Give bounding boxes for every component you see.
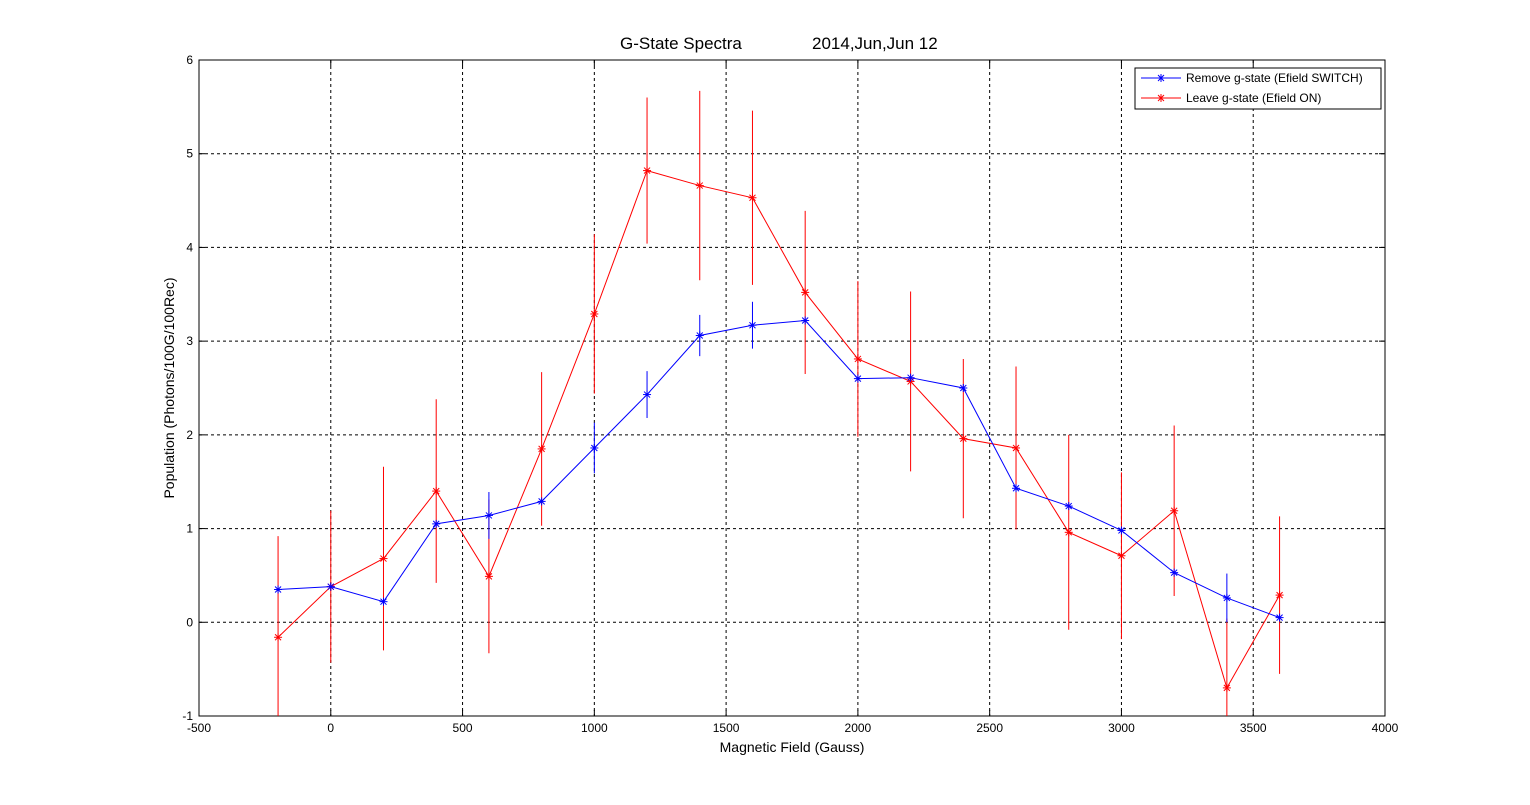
chart-subtitle: 2014,Jun,Jun 12	[812, 34, 938, 53]
x-axis-label: Magnetic Field (Gauss)	[720, 739, 865, 755]
data-point	[590, 443, 599, 452]
x-tick-label: 0	[327, 721, 334, 735]
x-tick-label: 3500	[1240, 721, 1267, 735]
data-point	[1275, 613, 1284, 622]
data-point	[432, 487, 441, 496]
data-point	[1275, 591, 1284, 600]
legend-box	[1134, 67, 1382, 110]
y-tick-label: 1	[186, 522, 193, 536]
data-point	[906, 373, 915, 382]
data-point	[853, 354, 862, 363]
x-tick-label: 4000	[1372, 721, 1399, 735]
series-line-remove	[278, 320, 1280, 619]
data-point	[1170, 568, 1179, 577]
x-tick-label: 1000	[581, 721, 608, 735]
data-point	[432, 519, 441, 528]
legend-marker-star	[1157, 94, 1165, 102]
data-point	[537, 444, 546, 453]
data-point	[748, 321, 757, 330]
data-point	[643, 390, 652, 399]
data-point	[1012, 484, 1021, 493]
data-point	[1064, 528, 1073, 537]
data-point	[801, 316, 810, 325]
x-tick-label: 1500	[713, 721, 740, 735]
data-point	[959, 384, 968, 392]
data-point	[590, 309, 599, 318]
data-point	[695, 331, 704, 340]
data-point	[643, 166, 652, 175]
y-tick-label: 0	[186, 615, 193, 629]
x-tick-label: 500	[453, 721, 473, 735]
y-tick-label: 5	[186, 147, 193, 161]
data-point	[1222, 593, 1231, 602]
data-point	[801, 288, 810, 297]
series-line-leave	[277, 169, 1281, 690]
grid	[199, 60, 1385, 716]
data-point	[1117, 551, 1126, 560]
y-tick-label: 4	[186, 240, 193, 254]
data-point	[959, 434, 968, 443]
data-point	[748, 193, 757, 202]
y-tick-label: -1	[182, 709, 193, 723]
data-point	[1117, 526, 1126, 535]
tick-labels: -500 0 500 1000 1500 2000 2500 3000 3500 4000 -1 0 1…	[182, 53, 1398, 735]
legend-label-remove: Remove g-state (Efield SWITCH)	[1186, 71, 1363, 85]
x-tick-label: 2000	[845, 721, 872, 735]
plot-area	[198, 59, 1386, 717]
data-point	[853, 374, 862, 383]
data-point	[1222, 683, 1231, 692]
y-tick-label: 6	[186, 53, 193, 67]
data-point	[1170, 506, 1179, 515]
chart-title: G-State Spectra	[620, 34, 742, 53]
data-point	[379, 554, 388, 563]
x-tick-label: 3000	[1108, 721, 1135, 735]
data-point	[326, 582, 335, 591]
data-point	[695, 181, 704, 190]
x-tick-label: -500	[187, 721, 211, 735]
axis-ticks	[198, 59, 1386, 717]
data-point	[274, 633, 283, 642]
data-point	[1012, 443, 1021, 452]
legend-marker-star	[1157, 74, 1165, 82]
legend: Remove g-state (Efield SWITCH) Leave g-s…	[1134, 67, 1382, 110]
data-point	[484, 572, 493, 581]
y-tick-label: 3	[186, 334, 193, 348]
x-tick-label: 2500	[976, 721, 1003, 735]
data-point	[379, 597, 388, 606]
y-tick-label: 2	[186, 428, 193, 442]
data-point	[537, 497, 546, 506]
legend-marker-leave	[1157, 94, 1165, 102]
legend-label-leave: Leave g-state (Efield ON)	[1186, 91, 1321, 105]
legend-marker-remove	[1157, 74, 1165, 82]
data-point	[484, 511, 493, 520]
series	[274, 166, 1284, 692]
series-leave	[274, 166, 1284, 692]
data-point	[1064, 502, 1073, 511]
y-axis-label: Population (Photons/100G/100Rec)	[161, 277, 177, 498]
series-remove	[274, 316, 1284, 622]
data-point	[274, 585, 283, 594]
